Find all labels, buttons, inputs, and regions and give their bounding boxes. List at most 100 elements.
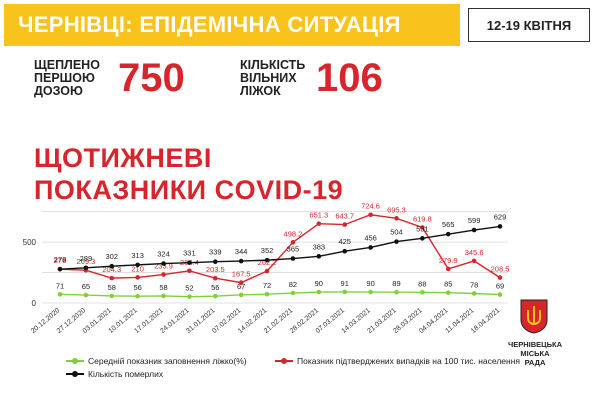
series-2-point-6 [212, 259, 218, 265]
series-2-point-1 [83, 265, 89, 271]
series-0-label-2: 58 [108, 283, 116, 292]
series-2-point-14 [420, 236, 425, 241]
series-0-point-6 [212, 293, 218, 299]
series-1-point-5 [187, 268, 192, 274]
series-0-label-7: 67 [237, 282, 245, 291]
series-1-point-3 [135, 275, 140, 280]
series-2-label-0: 278 [54, 255, 67, 264]
series-2-label-9: 365 [287, 245, 300, 254]
series-1-point-2 [109, 275, 115, 281]
series-1-point-10 [316, 221, 322, 226]
series-1-point-6 [212, 275, 218, 281]
series-0-label-11: 91 [341, 279, 349, 288]
series-2-point-4 [161, 261, 166, 266]
series-0-point-7 [238, 292, 244, 298]
series-1-point-11 [342, 222, 348, 227]
legend-item-beds: Середній показник заповнення ліжко(%) [66, 356, 247, 366]
series-0-label-13: 89 [392, 279, 400, 288]
series-0-label-9: 82 [289, 280, 297, 289]
free-beds-label: КІЛЬКІСТЬ ВІЛЬНИХ ЛІЖОК [240, 59, 305, 98]
series-1-label-0: 278 [54, 256, 67, 265]
series-1-label-3: 210 [131, 264, 144, 273]
legend-item-deaths: Кількість померлих [66, 369, 163, 379]
series-0-point-8 [264, 291, 270, 297]
series-2-point-5 [187, 260, 192, 265]
series-line-0 [59, 291, 501, 298]
series-1-label-13: 695.3 [387, 205, 406, 214]
series-2-point-8 [264, 257, 270, 263]
series-0-point-9 [290, 290, 296, 296]
legend-label-deaths: Кількість померлих [88, 369, 164, 379]
series-2-point-10 [316, 254, 322, 259]
series-2-label-4: 324 [157, 250, 170, 259]
vaccinated-label: ЩЕПЛЕНО ПЕРШОЮ ДОЗОЮ [34, 59, 100, 98]
series-2-point-13 [394, 239, 399, 244]
series-1-label-15: 279.9 [439, 256, 458, 265]
series-2-label-10: 383 [313, 242, 326, 251]
series-2-label-17: 629 [494, 212, 507, 221]
series-1-label-12: 724.6 [361, 202, 380, 211]
vaccinated-value: 750 [118, 56, 185, 100]
series-2-label-8: 352 [261, 246, 274, 255]
series-0-point-10 [316, 289, 322, 295]
series-0-point-1 [83, 292, 89, 298]
series-0-label-0: 71 [56, 281, 64, 290]
series-line-1 [59, 214, 501, 284]
series-1-label-4: 233.9 [154, 262, 173, 271]
series-1-label-16: 345.6 [465, 248, 484, 257]
section-title-line2: ПОКАЗНИКИ COVID-19 [34, 175, 344, 205]
series-0-label-16: 78 [470, 281, 478, 290]
series-0-label-3: 56 [133, 283, 141, 292]
series-0-label-17: 69 [496, 282, 504, 291]
series-2-label-15: 565 [442, 220, 455, 229]
x-tick-label-17: 18.04.2021 [470, 307, 501, 335]
series-0-label-4: 58 [159, 283, 167, 292]
series-2-label-11: 425 [338, 237, 351, 246]
series-0-point-0 [57, 292, 63, 297]
series-2-point-3 [135, 262, 140, 268]
series-2-point-7 [238, 258, 244, 264]
series-1-label-2: 204.3 [102, 265, 121, 274]
series-0-label-1: 65 [82, 282, 90, 291]
series-1-label-14: 619.8 [413, 215, 432, 224]
series-0-point-3 [135, 293, 140, 299]
series-1-point-4 [161, 272, 166, 277]
series-1-label-9: 498.2 [284, 229, 303, 238]
city-label-line3: РАДА [524, 358, 546, 367]
free-beds-label-line3: ЛІЖОК [240, 84, 281, 98]
series-2-label-16: 599 [468, 216, 481, 225]
series-1-point-14 [420, 225, 425, 230]
series-0-point-12 [368, 289, 373, 295]
y-tick-label-0: 0 [32, 299, 37, 308]
series-1-label-8: 262.2 [258, 258, 277, 267]
series-1-point-17 [497, 275, 503, 280]
title-banner: ЧЕРНІВЦІ: ЕПІДЕМІЧНА СИТУАЦІЯ [4, 4, 460, 46]
date-range-box: 12-19 КВІТНЯ [468, 8, 590, 42]
series-0-point-13 [394, 289, 399, 295]
legend-marker-green [66, 356, 84, 366]
series-2-label-12: 456 [364, 233, 377, 242]
series-0-point-11 [342, 289, 348, 295]
series-1-label-6: 203.5 [206, 265, 225, 274]
series-1-point-8 [264, 268, 270, 274]
page-title: ЧЕРНІВЦІ: ЕПІДЕМІЧНА СИТУАЦІЯ [18, 12, 401, 37]
series-0-label-14: 88 [418, 279, 426, 288]
series-0-point-17 [497, 292, 503, 297]
vaccinated-label-line2: ПЕРШОЮ [34, 71, 95, 85]
legend-label-beds: Середній показник заповнення ліжко(%) [88, 356, 247, 366]
series-2-label-5: 331 [183, 249, 196, 258]
y-tick-label-1: 500 [23, 238, 37, 247]
city-council-label: ЧЕРНІВЕЦЬКА МІСЬКА РАДА [502, 340, 568, 367]
series-1-point-12 [368, 212, 373, 218]
series-2-point-17 [497, 224, 503, 229]
series-0-label-10: 90 [315, 279, 323, 288]
series-0-label-15: 85 [444, 280, 452, 289]
series-2-point-9 [290, 256, 296, 261]
series-1-label-11: 643.7 [335, 212, 354, 221]
series-1-point-13 [394, 216, 399, 221]
vaccinated-label-line3: ДОЗОЮ [34, 84, 83, 98]
free-beds-label-line1: КІЛЬКІСТЬ [240, 58, 306, 72]
series-0-point-14 [420, 289, 425, 295]
series-2-point-12 [368, 245, 373, 250]
